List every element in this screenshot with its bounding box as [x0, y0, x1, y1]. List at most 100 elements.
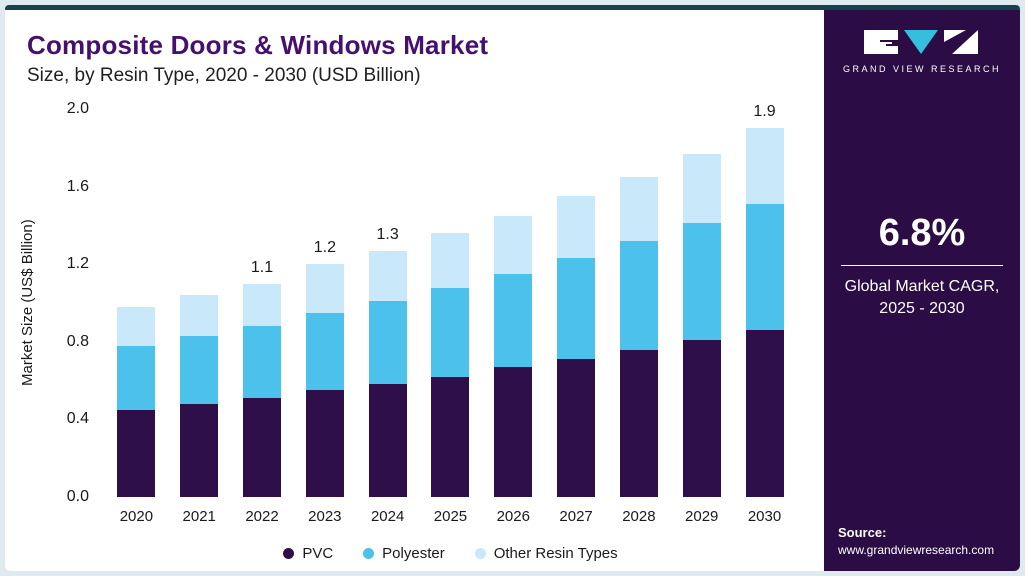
legend-label: Other Resin Types: [493, 545, 618, 562]
brand-logo: GRAND VIEW RESEARCH: [824, 10, 1020, 74]
bar-2030: 1.9 2030: [745, 103, 784, 525]
bar-2022: 1.1 2022: [243, 109, 282, 525]
y-tick-label: 0.4: [66, 410, 89, 428]
cagr-label-line2: 2025 - 2030: [879, 300, 965, 318]
cagr-label-line1: Global Market CAGR,: [844, 278, 1000, 295]
cagr-block: 6.8% Global Market CAGR, 2025 - 2030: [824, 212, 1020, 321]
bar-segment-pvc: [557, 359, 596, 497]
legend-dot: [474, 548, 486, 559]
bar-2021: 2021: [180, 109, 219, 525]
bar-segment-other-resin-types: [305, 264, 344, 313]
legend-dot: [363, 548, 375, 559]
bar-segment-pvc: [745, 330, 784, 497]
chart-header: Composite Doors & Windows Market Size, b…: [5, 10, 824, 87]
x-axis-label: 2026: [496, 508, 530, 525]
bar-segment-polyester: [305, 312, 344, 391]
cagr-divider: [841, 265, 1003, 266]
bar-stack: [180, 109, 219, 497]
bar-2027: 2027: [557, 109, 596, 525]
chart: Market Size (US$ Billion) 0.0 0.4 0.8 1.2 1.…: [19, 100, 796, 525]
source-label: Source:: [838, 525, 887, 540]
x-axis-label: 2022: [245, 508, 279, 525]
legend-label: PVC: [302, 545, 334, 562]
y-tick-label: 0.8: [66, 332, 89, 350]
bar-stack: [745, 109, 784, 497]
cagr-value: 6.8%: [878, 212, 966, 254]
bar-stack: [494, 109, 533, 497]
top-accent-bar: [5, 5, 1020, 10]
bar-segment-polyester: [557, 258, 596, 360]
x-axis-label: 2024: [370, 508, 405, 525]
bar-segment-polyester: [745, 204, 784, 331]
bar-segment-pvc: [180, 403, 219, 497]
bar-segment-pvc: [682, 339, 721, 497]
bar-segment-polyester: [243, 326, 282, 399]
x-axis-label: 2023: [308, 508, 342, 525]
bar-segment-other-resin-types: [494, 215, 533, 274]
bar-total-label: 1.1: [250, 258, 274, 276]
bar-2028: 2028: [619, 109, 658, 525]
bar-segment-polyester: [431, 287, 470, 377]
bar-stack: [431, 109, 470, 497]
bar-stack: [682, 109, 721, 497]
y-axis-ticks: 0.0 0.4 0.8 1.2 1.6 2.0: [53, 100, 105, 505]
plot-area: 0.0 0.4 0.8 1.2 1.6 2.0 2020 2021 1.1 2022 1.2 202…: [67, 100, 796, 525]
bar-segment-other-resin-types: [431, 233, 470, 288]
bar-segment-polyester: [368, 301, 407, 385]
chart-panel: Composite Doors & Windows Market Size, b…: [5, 10, 824, 571]
page-title: Composite Doors & Windows Market: [27, 30, 489, 60]
legend-item-polyester: Polyester: [363, 545, 445, 562]
bar-total-label: 1.2: [313, 239, 336, 257]
bar-segment-polyester: [494, 273, 533, 368]
bar-stack: [305, 109, 344, 497]
bar-2025: 2025: [431, 109, 470, 525]
legend-dot: [283, 548, 295, 559]
y-tick-label: 0.0: [66, 488, 89, 505]
bar-stack: [557, 109, 596, 497]
source-block: Source: www.grandviewresearch.com: [824, 525, 1020, 571]
bar-stack: [619, 109, 658, 497]
bar-2023: 1.2 2023: [305, 109, 344, 525]
bar-segment-other-resin-types: [682, 153, 721, 224]
bar-segment-other-resin-types: [368, 250, 407, 302]
x-axis-label: 2025: [433, 508, 468, 525]
bar-segment-polyester: [682, 223, 721, 340]
x-axis-label: 2021: [182, 508, 216, 525]
bar-segment-pvc: [368, 384, 407, 497]
report-card: Composite Doors & Windows Market Size, b…: [5, 10, 1020, 571]
bar-segment-pvc: [494, 367, 533, 497]
bar-segment-polyester: [180, 336, 219, 404]
brand-name: GRAND VIEW RESEARCH: [842, 64, 1001, 74]
y-axis-title: Market Size (US$ Billion): [19, 219, 36, 387]
bar-segment-other-resin-types: [557, 196, 596, 259]
legend: PVC Polyester Other Resin Types: [105, 545, 796, 562]
x-axis-label: 2030: [747, 508, 782, 525]
bar-segment-other-resin-types: [745, 128, 784, 205]
x-axis-label: 2028: [622, 508, 656, 525]
y-tick-label: 1.6: [66, 177, 89, 195]
bar-stack: [117, 109, 156, 497]
bar-stack: [368, 109, 407, 497]
bar-2029: 2029: [682, 109, 721, 525]
source-url: www.grandviewresearch.com: [838, 543, 995, 557]
legend-item-other-resin-types: Other Resin Types: [474, 545, 618, 562]
bar-segment-pvc: [243, 398, 282, 497]
bars: 2020 2021 1.1 2022 1.2 2023 1.3 2024 2025 2026 202…: [105, 103, 796, 525]
bar-2026: 2026: [494, 109, 533, 525]
bar-segment-other-resin-types: [619, 176, 658, 241]
bar-segment-polyester: [619, 240, 658, 350]
cagr-label: Global Market CAGR, 2025 - 2030: [834, 276, 1010, 321]
bar-total-label: 1.9: [753, 103, 776, 121]
bar-segment-other-resin-types: [180, 295, 219, 336]
bar-segment-other-resin-types: [243, 283, 282, 327]
bar-segment-pvc: [619, 349, 658, 497]
x-axis-label: 2029: [685, 508, 719, 525]
bar-stack: [243, 109, 282, 497]
legend-item-pvc: PVC: [283, 545, 333, 562]
bar-segment-pvc: [431, 376, 470, 497]
legend-label: Polyester: [382, 545, 445, 562]
bar-total-label: 1.3: [376, 225, 399, 243]
page-subtitle: Size, by Resin Type, 2020 - 2030 (USD Bi…: [27, 65, 421, 86]
sidebar: GRAND VIEW RESEARCH 6.8% Global Market C…: [824, 10, 1020, 571]
